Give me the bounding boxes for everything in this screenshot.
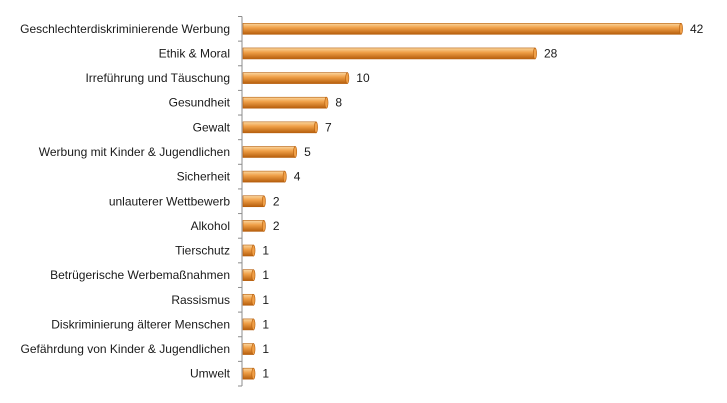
- value-label: 5: [304, 145, 311, 159]
- category-label: Alkohol: [191, 219, 230, 233]
- bar: [242, 146, 296, 158]
- value-label: 28: [544, 46, 558, 60]
- bars-layer: [242, 23, 683, 380]
- bar: [242, 47, 536, 60]
- bar-end-cap: [261, 220, 266, 232]
- value-label: 7: [325, 120, 332, 134]
- category-label: Rassismus: [171, 293, 230, 307]
- value-label: 1: [262, 244, 269, 258]
- value-label: 1: [262, 268, 269, 282]
- bar-end-cap: [251, 318, 256, 331]
- value-label: 2: [273, 219, 280, 233]
- bar-end-cap: [251, 343, 256, 355]
- bar-end-cap: [251, 293, 256, 306]
- value-label: 1: [262, 367, 269, 381]
- bar-end-cap: [293, 146, 298, 158]
- bar-end-cap: [251, 269, 256, 281]
- bar: [242, 220, 265, 232]
- bar: [242, 170, 286, 183]
- bar-end-cap: [251, 367, 256, 380]
- value-label: 1: [262, 293, 269, 307]
- bar-end-cap: [282, 170, 287, 183]
- bar-end-cap: [324, 96, 329, 109]
- value-label: 4: [294, 170, 301, 184]
- category-label: Irreführung und Täuschung: [85, 71, 230, 85]
- category-label: unlauterer Wettbewerb: [109, 194, 231, 208]
- bar-end-cap: [261, 195, 266, 208]
- bar-end-cap: [314, 121, 318, 134]
- bar-end-cap: [679, 23, 683, 35]
- category-labels: Geschlechterdiskriminierende Werbung Ethi…: [20, 22, 231, 381]
- value-label: 1: [262, 342, 269, 356]
- value-label: 1: [262, 317, 269, 331]
- bar: [242, 121, 317, 134]
- category-label: Betrügerische Werbemaßnahmen: [50, 268, 230, 282]
- category-label: Gewalt: [193, 120, 231, 134]
- category-label: Gesundheit: [169, 96, 231, 110]
- category-label: Geschlechterdiskriminierende Werbung: [20, 22, 230, 36]
- bar-end-cap: [345, 72, 350, 84]
- category-label: Diskriminierung älterer Menschen: [51, 317, 230, 331]
- category-label: Sicherheit: [177, 170, 231, 184]
- bar-end-cap: [533, 47, 537, 60]
- y-axis-ticks: [238, 16, 242, 387]
- bar: [242, 72, 348, 84]
- value-label: 10: [356, 71, 370, 85]
- category-label: Werbung mit Kinder & Jugendlichen: [39, 145, 230, 159]
- value-label: 42: [690, 22, 704, 36]
- category-label: Umwelt: [190, 367, 231, 381]
- value-label: 8: [335, 96, 342, 110]
- bar: [242, 23, 682, 35]
- bar: [242, 96, 327, 109]
- category-label: Gefährdung von Kinder & Jugendlichen: [21, 342, 230, 356]
- category-label: Ethik & Moral: [159, 46, 230, 60]
- value-label: 2: [273, 194, 280, 208]
- category-label: Tierschutz: [175, 244, 230, 258]
- bar-end-cap: [251, 244, 256, 257]
- bar: [242, 195, 265, 208]
